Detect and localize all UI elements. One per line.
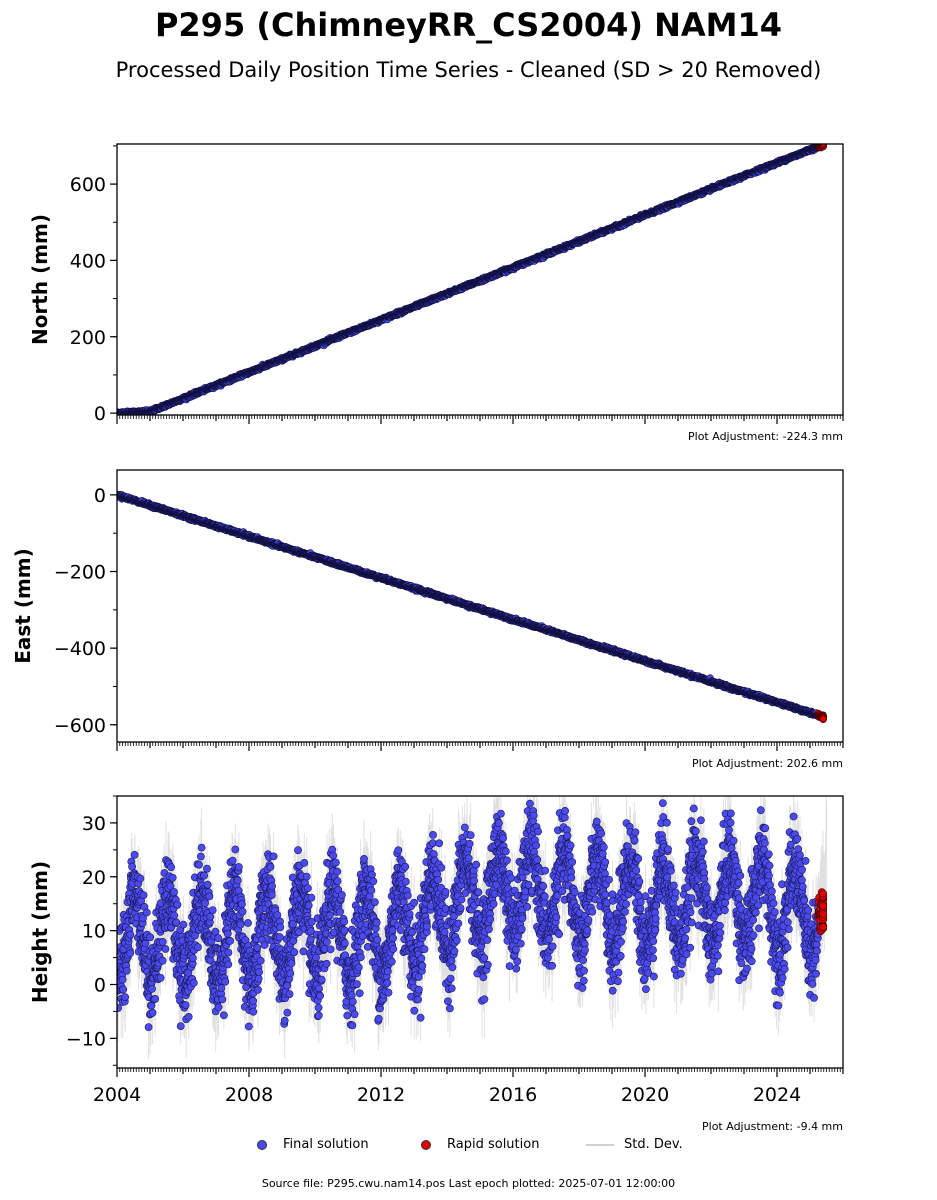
y-tick-label: 200 — [70, 327, 106, 349]
plot-area — [117, 490, 827, 724]
plot-area — [117, 144, 827, 415]
chart-subtitle: Processed Daily Position Time Series - C… — [115, 58, 822, 82]
y-tick-label: 400 — [70, 250, 106, 272]
y-tick-label: 0 — [94, 403, 106, 425]
plot-adjustment-note: Plot Adjustment: -224.3 mm — [688, 430, 843, 443]
rapid-point — [819, 144, 827, 147]
panel-1: 0 200 400 600 North (mm) Plot Adjustment: -22… — [28, 143, 844, 443]
final-solution-points — [117, 144, 822, 415]
rapid-solution-points — [814, 144, 827, 152]
final-solution-points — [117, 490, 822, 720]
chart-title: P295 (ChimneyRR_CS2004) NAM14 — [154, 6, 783, 44]
y-tick-label: 600 — [70, 174, 106, 196]
y-axis-label: North (mm) — [28, 214, 52, 345]
